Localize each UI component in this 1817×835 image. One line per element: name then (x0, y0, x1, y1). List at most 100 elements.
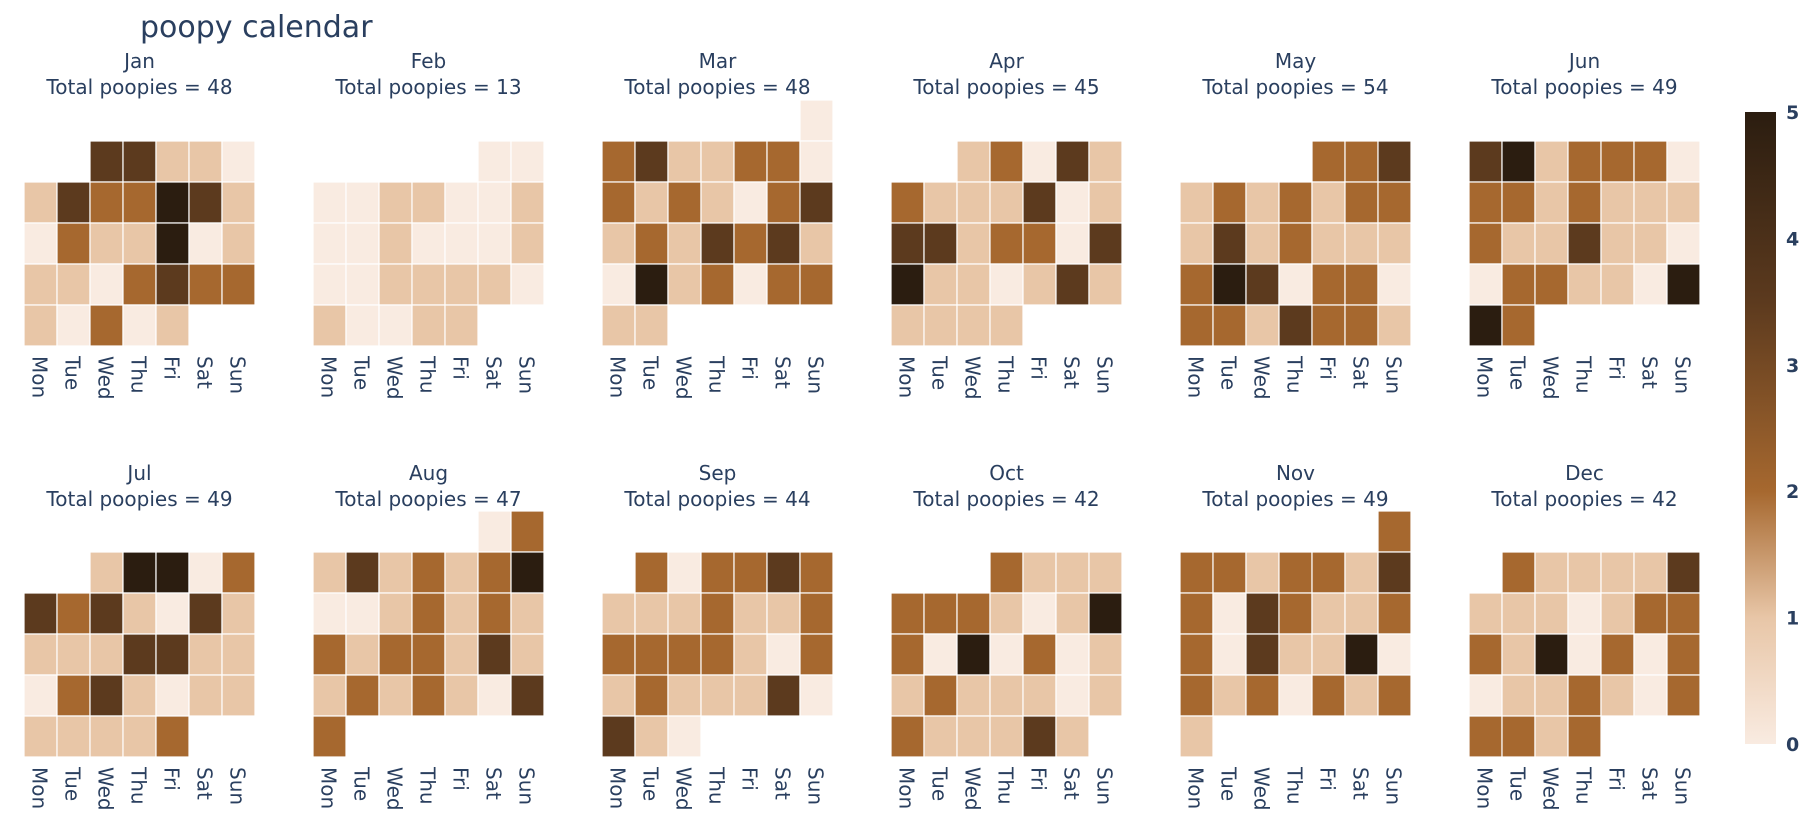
day-cell (1179, 592, 1214, 635)
day-cell (188, 674, 223, 717)
weekday-tick-label: Thu (994, 355, 1018, 394)
weekday-tick-label: Tue (61, 355, 85, 390)
month-title: Jul (125, 461, 151, 485)
day-cell (411, 674, 446, 717)
day-cell (799, 140, 834, 183)
day-cell (956, 181, 991, 224)
day-cell (956, 140, 991, 183)
day-cell (23, 633, 58, 676)
day-cell (312, 263, 347, 306)
day-cell (510, 222, 545, 265)
day-cell (1468, 304, 1503, 347)
day-cell (510, 592, 545, 635)
day-cell (1633, 140, 1668, 183)
day-cell (1666, 592, 1701, 635)
weekday-tick-label: Thu (994, 766, 1018, 805)
day-cell (1055, 551, 1090, 594)
day-cell (799, 99, 834, 142)
month-title: Apr (989, 49, 1024, 73)
weekday-tick-label: Wed (1539, 356, 1563, 400)
weekday-tick-label: Sat (193, 767, 217, 800)
day-cell (155, 674, 190, 717)
day-cell (700, 674, 735, 717)
day-cell (345, 222, 380, 265)
day-cell (989, 181, 1024, 224)
day-cell (1212, 263, 1247, 306)
day-cell (890, 181, 925, 224)
day-cell (312, 674, 347, 717)
day-cell (923, 304, 958, 347)
day-cell (1088, 222, 1123, 265)
day-cell (1666, 674, 1701, 717)
day-cell (23, 674, 58, 717)
day-cell (1501, 140, 1536, 183)
weekday-tick-label: Fri (738, 356, 762, 380)
day-cell (890, 592, 925, 635)
day-cell (733, 551, 768, 594)
day-cell (378, 674, 413, 717)
day-cell (221, 674, 256, 717)
month-total: Total poopies = 48 (45, 75, 232, 99)
day-cell (1344, 181, 1379, 224)
day-cell (799, 633, 834, 676)
day-cell (923, 715, 958, 758)
weekday-tick-label: Thu (1572, 766, 1596, 805)
weekday-tick-label: Mon (1184, 356, 1208, 398)
day-cell (56, 633, 91, 676)
weekday-tick-label: Tue (1506, 355, 1530, 390)
weekday-tick-label: Mon (895, 767, 919, 809)
day-cell (634, 592, 669, 635)
day-cell (1344, 551, 1379, 594)
day-cell (1245, 633, 1280, 676)
day-cell (56, 592, 91, 635)
day-cell (1501, 715, 1536, 758)
weekday-tick-label: Mon (317, 767, 341, 809)
day-cell (1179, 715, 1214, 758)
day-cell (634, 551, 669, 594)
day-cell (477, 510, 512, 553)
day-cell (1245, 304, 1280, 347)
day-cell (1567, 633, 1602, 676)
day-cell (1245, 181, 1280, 224)
weekday-tick-label: Tue (928, 355, 952, 390)
day-cell (411, 181, 446, 224)
day-cell (510, 140, 545, 183)
month-total: Total poopies = 42 (912, 487, 1099, 511)
day-cell (923, 222, 958, 265)
day-cell (890, 715, 925, 758)
day-cell (221, 592, 256, 635)
day-cell (510, 674, 545, 717)
weekday-tick-label: Sun (804, 767, 828, 805)
day-cell (56, 715, 91, 758)
day-cell (312, 551, 347, 594)
day-cell (1534, 592, 1569, 635)
day-cell (989, 551, 1024, 594)
day-cell (1666, 633, 1701, 676)
day-cell (766, 674, 801, 717)
day-cell (122, 140, 157, 183)
day-cell (1567, 222, 1602, 265)
weekday-tick-label: Wed (1539, 767, 1563, 811)
day-cell (1278, 592, 1313, 635)
day-cell (1179, 304, 1214, 347)
day-cell (1179, 222, 1214, 265)
day-cell (1666, 551, 1701, 594)
day-cell (923, 263, 958, 306)
weekday-tick-label: Wed (94, 356, 118, 400)
day-cell (634, 222, 669, 265)
day-cell (1311, 633, 1346, 676)
day-cell (312, 304, 347, 347)
day-cell (1600, 633, 1635, 676)
day-cell (1600, 551, 1635, 594)
day-cell (23, 592, 58, 635)
weekday-tick-label: Thu (416, 766, 440, 805)
day-cell (23, 222, 58, 265)
day-cell (1501, 304, 1536, 347)
weekday-tick-label: Wed (383, 767, 407, 811)
day-cell (378, 633, 413, 676)
weekday-tick-label: Sat (1638, 767, 1662, 800)
weekday-tick-label: Thu (127, 355, 151, 394)
day-cell (667, 592, 702, 635)
